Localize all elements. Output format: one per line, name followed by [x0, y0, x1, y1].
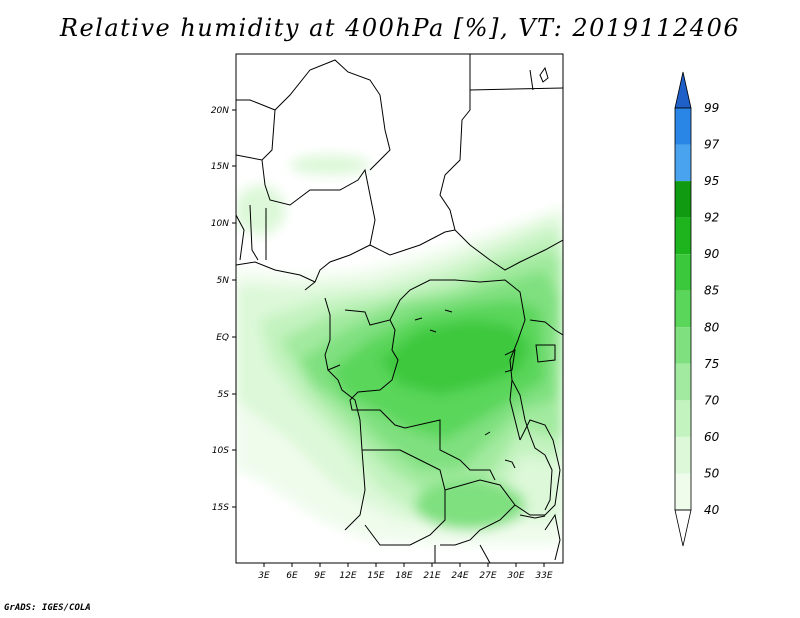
colorbar-band	[675, 473, 691, 510]
colorbar-label: 99	[704, 101, 719, 115]
lon-tick-label: 24E	[451, 571, 468, 581]
colorbar-top-arrow	[674, 71, 692, 109]
colorbar-bottom-arrow	[674, 509, 692, 547]
lon-axis: 3E 6E 9E 12E 15E 18E 21E 24E 27E 30E 33E	[258, 563, 553, 581]
lon-tick-label: 9E	[314, 571, 326, 581]
colorbar-label: 95	[704, 174, 719, 188]
lon-tick-label: 27E	[479, 571, 496, 581]
colorbar-band	[675, 217, 691, 255]
colorbar: 99 97 95 92 90 85 80 75 70 60 50 40	[674, 71, 720, 547]
colorbar-label: 70	[704, 393, 720, 407]
colorbar-label: 92	[704, 211, 719, 225]
colorbar-band	[675, 254, 691, 291]
lat-tick-label: 20N	[211, 106, 229, 116]
lon-tick-label: 15E	[367, 571, 384, 581]
colorbar-label: 50	[704, 466, 720, 480]
lat-tick-label: 5S	[218, 390, 230, 400]
humidity-area-south	[415, 480, 525, 530]
lon-tick-label: 3E	[258, 571, 270, 581]
colorbar-label: 60	[704, 430, 720, 444]
colorbar-label: 80	[704, 320, 720, 334]
lat-tick-label: 10S	[212, 446, 229, 456]
chart-title: Relative humidity at 400hPa [%], VT: 201…	[59, 14, 741, 42]
lat-tick-label: 5N	[217, 276, 230, 286]
colorbar-band	[675, 400, 691, 437]
colorbar-label: 85	[704, 284, 719, 298]
lon-tick-label: 6E	[286, 571, 298, 581]
lon-tick-label: 18E	[395, 571, 412, 581]
lat-tick-label: 15S	[212, 503, 229, 513]
credit-text: GrADS: IGES/COLA	[4, 603, 91, 613]
colorbar-label: 90	[704, 247, 720, 261]
colorbar-band	[675, 108, 691, 145]
colorbar-band	[675, 144, 691, 182]
lon-tick-label: 30E	[507, 571, 524, 581]
humidity-area-85	[380, 320, 530, 395]
humidity-area-northwest	[236, 185, 285, 235]
colorbar-label: 97	[704, 138, 720, 152]
colorbar-outline	[674, 107, 692, 511]
map-frame	[235, 53, 564, 564]
colorbar-label: 40	[704, 503, 720, 517]
lat-tick-label: EQ	[216, 333, 229, 343]
humidity-area-north	[290, 155, 370, 175]
colorbar-band	[675, 327, 691, 364]
lat-axis: 20N 15N 10N 5N EQ 5S 10S 15S	[211, 106, 236, 513]
humidity-field	[236, 155, 563, 545]
lon-tick-label: 12E	[339, 571, 356, 581]
colorbar-band	[675, 436, 691, 474]
lat-tick-label: 10N	[211, 219, 229, 229]
colorbar-band	[675, 181, 691, 218]
colorbar-band	[675, 290, 691, 328]
lon-tick-label: 33E	[535, 571, 552, 581]
country-borders	[236, 54, 563, 563]
lat-tick-label: 15N	[211, 162, 229, 172]
colorbar-band	[675, 363, 691, 401]
lon-tick-label: 21E	[423, 571, 440, 581]
colorbar-label: 75	[704, 357, 719, 371]
